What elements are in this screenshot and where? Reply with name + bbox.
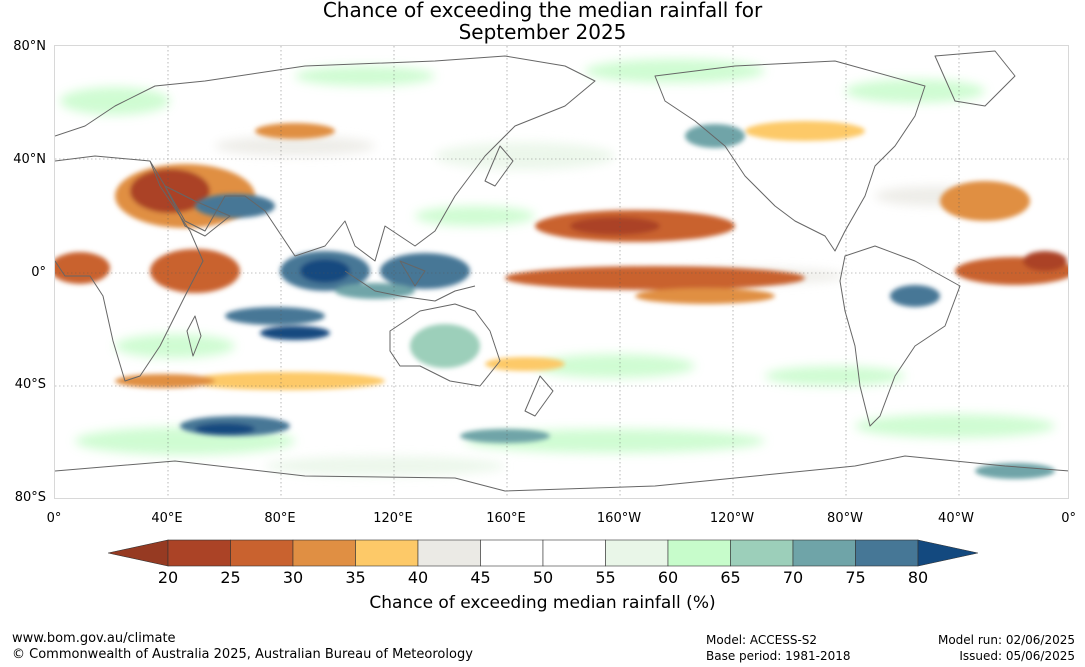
map-title-line-2: September 2025: [458, 20, 627, 44]
lat-label-80s: 80°S: [14, 490, 46, 505]
colorbar-cell: [230, 539, 294, 567]
map-gridlines: [55, 46, 1068, 498]
colorbar-cell: [542, 539, 606, 567]
map-canvas: [55, 46, 1068, 498]
colorbar-tick-label: 75: [845, 568, 866, 587]
colorbar-cell: [480, 539, 544, 567]
colorbar-cell: [417, 539, 481, 567]
lon-label-0: 0°: [46, 511, 62, 526]
rainfall-outlook-map: [54, 45, 1069, 499]
colorbar-cell: [355, 539, 419, 567]
colorbar-tick-label: 25: [220, 568, 241, 587]
colorbar-tick-label: 80: [907, 568, 929, 587]
colorbar-cell: [292, 539, 356, 567]
lon-label-80w: 80°W: [827, 511, 863, 526]
footer-base-period: Base period: 1981-2018: [706, 649, 851, 663]
wet-anomaly-patches: [180, 124, 1055, 479]
lat-label-40n: 40°N: [13, 152, 46, 167]
dry-anomaly-patches: [55, 121, 1068, 390]
colorbar-tick-label: 40: [407, 568, 429, 587]
colorbar-tick-label: 45: [470, 568, 491, 587]
colorbar-tick-label: 20: [157, 568, 179, 587]
coastlines: [55, 50, 1068, 492]
colorbar-tick-label: 35: [345, 568, 366, 587]
colorbar-cell: [730, 539, 794, 567]
lat-label-80n: 80°N: [13, 39, 46, 54]
lon-label-40w: 40°W: [938, 511, 974, 526]
footer-issued: Issued: 05/06/2025: [959, 649, 1075, 663]
footer-site-link[interactable]: www.bom.gov.au/climate: [12, 631, 176, 646]
colorbar-tick-label: 70: [782, 568, 804, 587]
colorbar-label: Chance of exceeding median rainfall (%): [369, 593, 716, 613]
lon-label-120w: 120°W: [709, 511, 755, 526]
lon-label-80e: 80°E: [264, 511, 296, 526]
colorbar-cell: [792, 539, 856, 567]
footer-copyright: © Commonwealth of Australia 2025, Austra…: [12, 647, 473, 662]
colorbar-cells: [108, 539, 978, 567]
lon-label-120e: 120°E: [373, 511, 413, 526]
lon-label-160w: 160°W: [596, 511, 642, 526]
colorbar-tick-label: 55: [595, 568, 616, 587]
lon-label-0-east: 0°: [1061, 511, 1076, 526]
colorbar-tick-label: 50: [532, 568, 554, 587]
lon-label-160e: 160°E: [486, 511, 526, 526]
footer-model: Model: ACCESS-S2: [706, 633, 818, 647]
colorbar: [108, 539, 978, 567]
footer-model-run: Model run: 02/06/2025: [937, 633, 1075, 647]
colorbar-tick-label: 30: [282, 568, 304, 587]
lat-label-equator: 0°: [31, 265, 46, 280]
colorbar-over-arrow: [917, 539, 978, 567]
colorbar-tick-label: 60: [657, 568, 679, 587]
lat-label-40s: 40°S: [14, 377, 46, 392]
colorbar-cell: [605, 539, 669, 567]
colorbar-cell: [167, 539, 231, 567]
lon-label-40e: 40°E: [151, 511, 183, 526]
colorbar-under-arrow: [108, 539, 169, 567]
map-title-line-1: Chance of exceeding the median rainfall …: [322, 0, 763, 22]
colorbar-cell: [855, 539, 919, 567]
colorbar-cell: [667, 539, 731, 567]
colorbar-tick-label: 65: [720, 568, 741, 587]
